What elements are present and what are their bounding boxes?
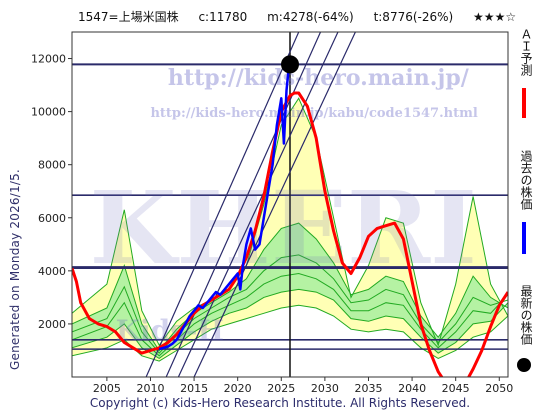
x-tick-label: 2045	[442, 382, 470, 395]
forecast-band-line-4	[72, 272, 508, 357]
x-tick-label: 2015	[180, 382, 208, 395]
y-tick-label: 2000	[38, 318, 66, 331]
current-price: c:11780	[198, 10, 248, 24]
chart-header: 1547=上場米国株 c:11780 m:4278(-64%) t:8776(-…	[78, 8, 518, 26]
watermark-big-text: KHERI	[89, 169, 477, 287]
forecast-band-line-6	[72, 304, 508, 362]
past-price-legend-swatch	[522, 222, 526, 254]
trend-line-2	[177, 32, 339, 377]
target-info: t:8776(-26%)	[373, 10, 454, 24]
y-tick-label: 6000	[38, 212, 66, 225]
plot-frame	[71, 31, 509, 378]
ai-forecast-legend-swatch	[522, 88, 526, 118]
y-tick-label: 8000	[38, 159, 66, 172]
generated-date-label: Generated on Monday 2026/1/5.	[8, 169, 22, 370]
trend-line-3	[193, 32, 356, 377]
x-tick-label: 2030	[311, 382, 339, 395]
watermark-url-code: http://kids-hero.main.jp/kabu/code1547.h…	[150, 106, 477, 121]
x-tick-label: 2020	[224, 382, 252, 395]
ai-forecast-line	[72, 91, 508, 377]
past-price-line	[158, 64, 291, 351]
latest-price-marker	[281, 55, 299, 74]
trend-line-1	[165, 32, 322, 377]
x-tick-label: 2035	[354, 382, 382, 395]
forecast-band-line-1	[72, 97, 508, 347]
x-tick-label: 2005	[93, 382, 121, 395]
rating-stars: ★★★☆	[473, 10, 517, 24]
x-tick-label: 2025	[267, 382, 295, 395]
watermark-url-main: http://kids-hero.main.jp/	[168, 65, 470, 91]
latest-price-legend-marker	[517, 358, 531, 372]
past-price-legend-label: 過去の株価	[519, 150, 533, 210]
y-tick-label: 4000	[38, 265, 66, 278]
y-tick-label: 12000	[31, 53, 66, 66]
x-tick-label: 2010	[136, 382, 164, 395]
copyright-notice: Copyright (c) Kids-Hero Research Institu…	[89, 396, 471, 410]
forecast-band-line-5	[72, 288, 508, 360]
min-info: m:4278(-64%)	[267, 10, 354, 24]
x-tick-label: 2040	[398, 382, 426, 395]
latest-price-legend-label: 最新の株価	[519, 285, 533, 345]
ai-forecast-legend-label: ＡＩ予測	[519, 28, 533, 76]
x-tick-label: 2050	[485, 382, 513, 395]
forecast-band-line-3	[72, 254, 508, 354]
stock-code-name: 1547=上場米国株	[78, 10, 179, 24]
y-tick-label: 10000	[31, 106, 66, 119]
forecast-band-line-2	[72, 222, 508, 352]
trend-line-4	[145, 32, 300, 377]
